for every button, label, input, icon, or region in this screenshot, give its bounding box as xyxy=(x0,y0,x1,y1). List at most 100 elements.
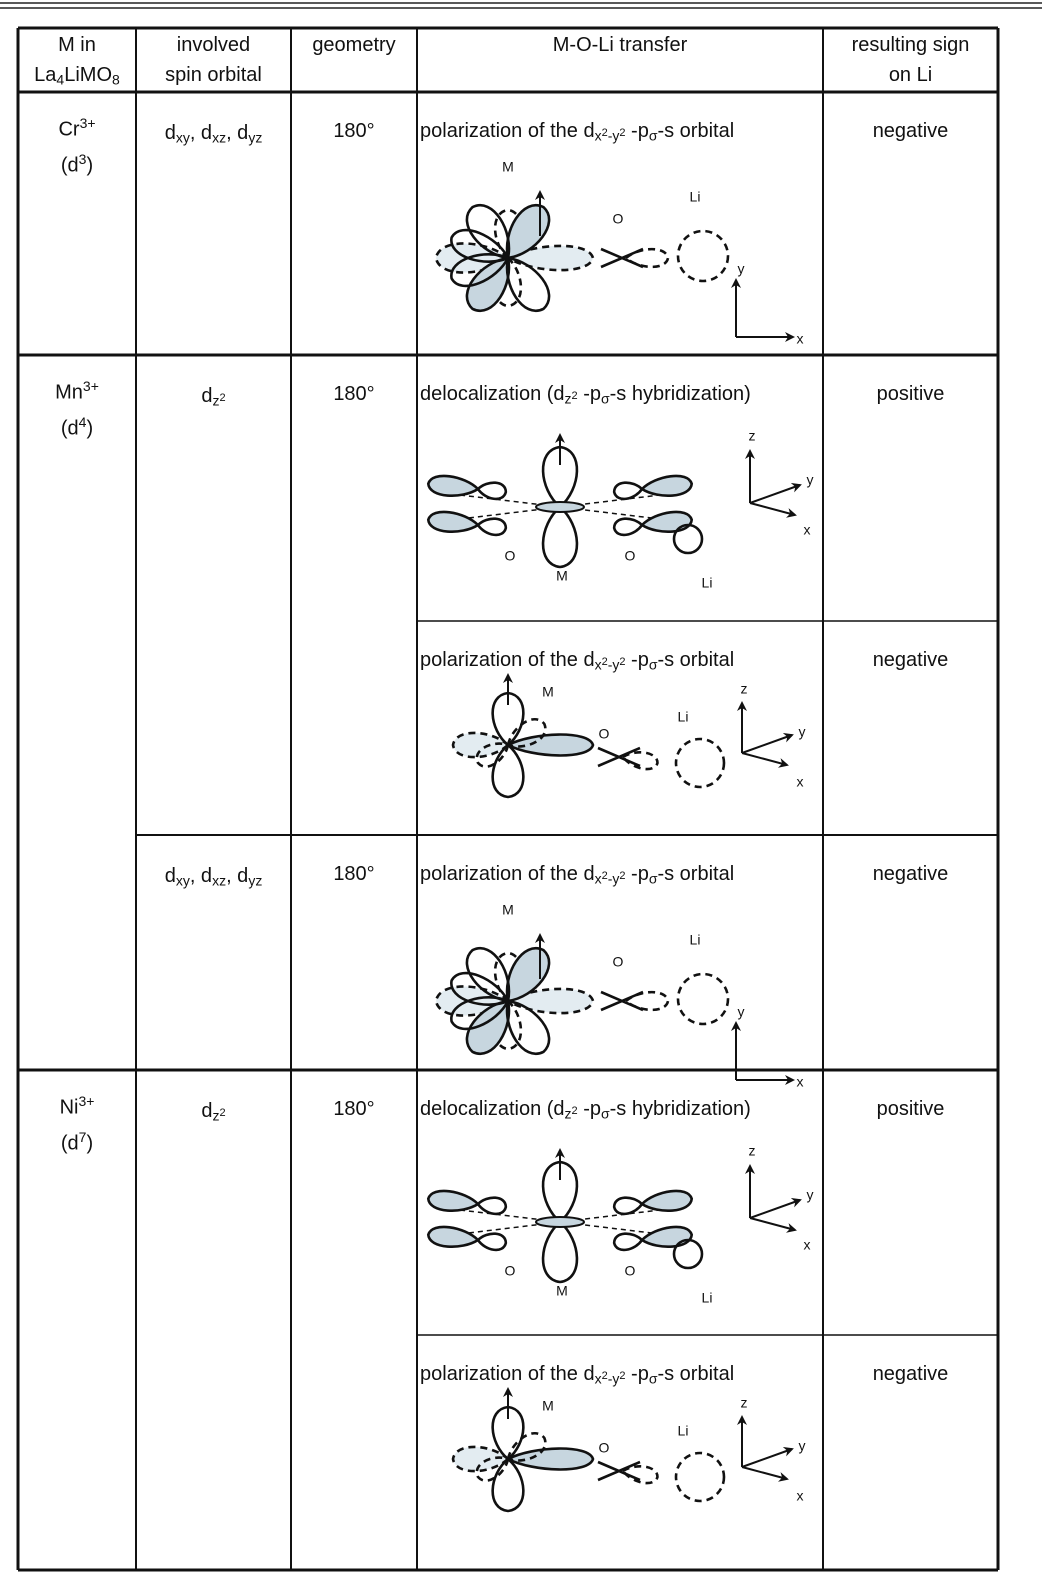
orbital-lobe xyxy=(426,474,479,497)
orbital-lobe xyxy=(491,1457,525,1513)
line-break: involved xyxy=(136,30,291,60)
orbital-lobe xyxy=(625,247,670,269)
text-piece: resulting sign xyxy=(851,34,970,56)
text-piece: 2 xyxy=(619,869,626,882)
arrow xyxy=(749,1217,797,1233)
atom-label: x xyxy=(797,1488,804,1504)
orbital-lobe xyxy=(426,510,479,533)
metal-ion: Mn3+ xyxy=(18,371,136,408)
text-piece: x xyxy=(594,127,602,144)
atom-label: x xyxy=(797,774,804,790)
text-piece: , d xyxy=(189,865,213,887)
line-break: resulting sign xyxy=(823,30,998,60)
text-piece: , d xyxy=(226,865,249,887)
text-piece: spin orbital xyxy=(165,64,262,86)
text-piece: d xyxy=(201,385,213,407)
text-piece: ) xyxy=(86,1132,94,1155)
text-piece: 180° xyxy=(333,863,375,885)
atom-label: Li xyxy=(702,575,713,591)
orbital-lobe xyxy=(476,481,508,501)
atom-label: Li xyxy=(690,932,701,948)
text-piece: 8 xyxy=(112,71,120,88)
dz2-ring xyxy=(535,501,585,513)
atom-label: M xyxy=(556,1283,568,1299)
text-piece: 2 xyxy=(571,1104,578,1117)
orbital-lobe xyxy=(451,731,509,759)
text-piece: (d xyxy=(60,1132,79,1155)
geometry: 180° xyxy=(291,379,417,409)
text-piece: -y xyxy=(607,656,620,673)
orbital-lobe xyxy=(506,1431,547,1462)
text-piece: z xyxy=(564,1105,572,1122)
orbital-lobe xyxy=(451,1445,509,1473)
text-piece: delocalization (d xyxy=(420,383,565,405)
text-piece: negative xyxy=(872,863,949,885)
text-piece: -s orbital xyxy=(657,863,735,885)
atom-label: x xyxy=(797,1074,804,1090)
orbital-diagram: z y x O M O Li xyxy=(426,428,814,591)
li-orbital xyxy=(672,523,704,555)
li-orbital xyxy=(676,229,730,283)
orbital-lobe xyxy=(541,1221,579,1284)
text-piece: Ni xyxy=(59,1096,79,1119)
orbital-lobe xyxy=(612,517,644,537)
orbital-lobe xyxy=(507,733,595,757)
text-piece: , d xyxy=(189,122,213,144)
sign: negative xyxy=(823,1359,998,1389)
text-piece: -s orbital xyxy=(657,649,735,671)
atom-label: O xyxy=(625,1263,636,1279)
atom-label: x xyxy=(804,1237,811,1253)
text-piece: 2 xyxy=(619,126,626,139)
dz2-ring xyxy=(535,1216,585,1228)
arrow xyxy=(741,1447,794,1468)
orbital-lobe xyxy=(641,1225,694,1248)
orbital-diagram: M O Li y x xyxy=(434,902,804,1090)
text-piece: 2 xyxy=(601,655,608,668)
atom-label: M xyxy=(502,902,514,918)
text-piece: 3+ xyxy=(78,1093,95,1109)
atom-label: Li xyxy=(678,1423,689,1439)
atom-label: M xyxy=(502,159,514,175)
text-piece: 2 xyxy=(619,1369,626,1382)
atom-label: O xyxy=(599,1440,610,1456)
transfer-text: polarization of the dx2-y2 -pσ-s orbital xyxy=(420,645,734,680)
li-orbital xyxy=(674,1451,726,1503)
text-piece: polarization of the d xyxy=(420,863,595,885)
orbital-lobe xyxy=(475,742,510,768)
text-piece: -p xyxy=(625,863,649,885)
atom-label: z xyxy=(749,428,756,444)
text-piece: 3 xyxy=(78,151,87,167)
text-piece: 7 xyxy=(78,1129,87,1145)
orbital-lobe xyxy=(612,481,644,501)
atom-label: M xyxy=(542,684,554,700)
orbital-lobe xyxy=(505,999,551,1055)
arrow xyxy=(749,483,802,504)
arrow xyxy=(749,502,797,518)
text-piece: σ xyxy=(648,656,658,673)
atom-label: y xyxy=(738,1004,745,1020)
text-piece: (d xyxy=(60,417,79,440)
text-piece: -p xyxy=(577,1098,601,1120)
line-break: on Li xyxy=(823,60,998,90)
text-piece: σ xyxy=(648,1370,658,1387)
text-piece: 180° xyxy=(333,383,375,405)
sign: positive xyxy=(823,1094,998,1124)
text-piece: 2 xyxy=(601,1369,608,1382)
transfer-text: polarization of the dx2-y2 -pσ-s orbital xyxy=(420,116,734,151)
atom-label: O xyxy=(613,954,624,970)
orbital-lobe xyxy=(426,1189,479,1212)
text-piece: σ xyxy=(601,1105,610,1122)
orbital-lobe xyxy=(450,253,510,288)
orbital-lobe xyxy=(507,244,595,272)
header-transfer: M-O-Li transfer xyxy=(417,30,823,60)
orbital-lobe xyxy=(505,204,551,260)
li-orbital xyxy=(674,737,726,789)
orbital-lobe xyxy=(476,517,508,537)
text-piece: z xyxy=(564,390,572,407)
text-piece: z xyxy=(212,392,220,409)
spin-orbital: dxy, dxz, dyz xyxy=(136,118,291,153)
atom-label: Li xyxy=(690,189,701,205)
electron-config: (d4) xyxy=(18,407,136,444)
orbital-lobe xyxy=(612,1232,644,1252)
line-break: spin orbital xyxy=(136,60,291,90)
